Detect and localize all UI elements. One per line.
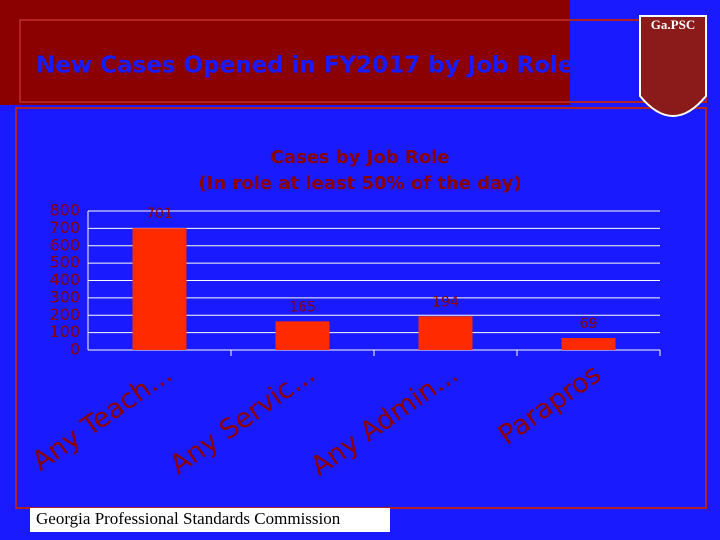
y-tick-label: 700: [49, 218, 80, 237]
y-tick-label: 500: [49, 253, 80, 272]
title-band: [0, 0, 570, 105]
bar: [418, 316, 473, 350]
data-label: 165: [289, 299, 316, 315]
chart-title: Cases by Job Role: [271, 147, 450, 168]
y-tick-label: 600: [49, 235, 80, 254]
logo-shield: [639, 15, 707, 117]
bar: [561, 338, 616, 350]
y-tick-label: 0: [70, 340, 80, 359]
data-label: 701: [146, 206, 173, 222]
logo-text: Ga.PSC: [651, 17, 695, 32]
data-label: 194: [432, 294, 459, 310]
chart-subtitle: (In role at least 50% of the day): [198, 173, 521, 194]
y-tick-label: 400: [49, 270, 80, 289]
data-label: 69: [580, 316, 598, 332]
footer-box: [30, 508, 390, 532]
footer-text: Georgia Professional Standards Commissio…: [36, 509, 341, 528]
y-tick-label: 200: [49, 305, 80, 324]
y-tick-label: 100: [49, 322, 80, 341]
y-tick-label: 300: [49, 287, 80, 306]
y-tick-label: 800: [49, 201, 80, 220]
bar: [275, 321, 330, 350]
bar: [132, 228, 187, 350]
slide-title: New Cases Opened in FY2017 by Job Role: [36, 53, 574, 79]
